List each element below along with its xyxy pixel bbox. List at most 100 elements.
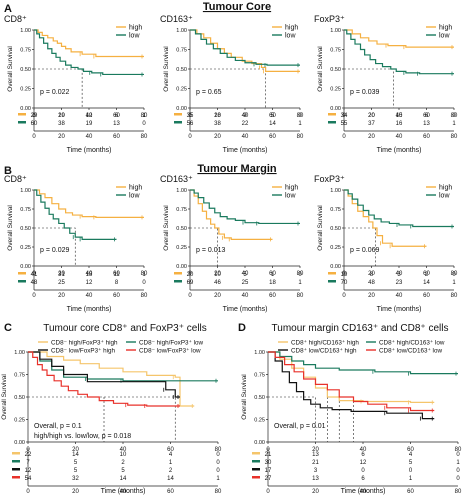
risk-count: 10 bbox=[214, 272, 221, 278]
x-tick-label: 20 bbox=[58, 271, 65, 277]
risk-count: 13 bbox=[312, 476, 319, 482]
risk-x-tick-label: 0 bbox=[266, 489, 270, 495]
risk-count: 0 bbox=[142, 121, 146, 127]
y-tick-label: 0.75 bbox=[14, 373, 25, 379]
risk-count: 14 bbox=[72, 452, 79, 458]
risk-count: 19 bbox=[86, 121, 93, 127]
risk-count: 37 bbox=[368, 121, 375, 127]
legend-label: CD8⁺ high/CD163⁺ high bbox=[291, 340, 359, 347]
risk-x-tick-label: 60 bbox=[269, 293, 276, 299]
y-tick-label: 0.25 bbox=[330, 87, 341, 93]
y-tick-label: 0.50 bbox=[14, 395, 25, 401]
legend-label: CD8⁺ low/CD163⁺ low bbox=[379, 348, 442, 355]
risk-x-tick-label: 20 bbox=[214, 134, 221, 140]
x-tick-label: 40 bbox=[242, 271, 249, 277]
risk-row-swatch bbox=[12, 452, 20, 455]
section-title-b: Tumour Margin bbox=[197, 163, 277, 175]
risk-x-tick-label: 60 bbox=[269, 134, 276, 140]
x-axis-label: Time (months) bbox=[377, 147, 422, 154]
risk-count: 0 bbox=[456, 452, 460, 458]
risk-count: 22 bbox=[242, 121, 249, 127]
x-tick-label: 20 bbox=[312, 447, 319, 453]
x-tick-label: 20 bbox=[214, 113, 221, 119]
risk-count: 21 bbox=[312, 460, 319, 466]
risk-row-swatch bbox=[252, 476, 260, 479]
risk-row-swatch bbox=[174, 272, 182, 275]
risk-x-tick-label: 80 bbox=[141, 293, 148, 299]
y-tick-label: 0.25 bbox=[14, 418, 25, 424]
km-curve-low bbox=[34, 189, 117, 240]
y-axis-label: Overall Survival bbox=[1, 374, 8, 420]
y-axis-label: Overall Survival bbox=[7, 46, 14, 92]
risk-count: 18 bbox=[86, 272, 93, 278]
section-title-a: Tumour Core bbox=[203, 1, 271, 13]
y-axis-label: Overall Survival bbox=[163, 205, 170, 251]
y-tick-label: 0.25 bbox=[176, 245, 187, 251]
y-tick-label: 0.00 bbox=[176, 106, 187, 112]
x-tick-label: 60 bbox=[269, 113, 276, 119]
risk-count: 14 bbox=[269, 121, 276, 127]
y-tick-label: 0.75 bbox=[20, 48, 31, 54]
risk-count: 16 bbox=[396, 121, 403, 127]
risk-x-tick-label: 60 bbox=[407, 489, 414, 495]
risk-x-tick-label: 0 bbox=[32, 293, 36, 299]
risk-count: 14 bbox=[423, 280, 430, 286]
risk-count: 13 bbox=[423, 121, 430, 127]
risk-count: 1 bbox=[298, 280, 302, 286]
y-tick-label: 0.25 bbox=[20, 87, 31, 93]
panel-title: CD163⁺ bbox=[160, 14, 193, 24]
y-tick-label: 0.50 bbox=[176, 67, 187, 73]
p-value: p = 0.069 bbox=[350, 247, 379, 254]
risk-row-swatch bbox=[328, 121, 336, 124]
km-curve-cd8-low-cd163-high bbox=[268, 351, 435, 420]
risk-count: 1 bbox=[142, 272, 146, 278]
risk-count: 5 bbox=[243, 272, 247, 278]
legend-label: CD8⁻ high/FoxP3⁺ low bbox=[139, 340, 203, 347]
risk-row-swatch bbox=[18, 121, 26, 124]
x-tick-label: 80 bbox=[451, 113, 458, 119]
p-value-secondary: high/high vs. low/low, p = 0.018 bbox=[34, 433, 131, 440]
risk-count: 0 bbox=[216, 460, 220, 466]
risk-count: 11 bbox=[113, 272, 120, 278]
risk-count: 23 bbox=[396, 280, 403, 286]
risk-count: 1 bbox=[452, 280, 456, 286]
risk-x-tick-label: 20 bbox=[58, 293, 65, 299]
risk-count: 8 bbox=[115, 280, 119, 286]
y-tick-label: 0.50 bbox=[330, 67, 341, 73]
risk-x-tick-label: 20 bbox=[368, 134, 375, 140]
x-axis-label: Time (months) bbox=[341, 488, 386, 495]
x-tick-label: 60 bbox=[113, 271, 120, 277]
y-tick-label: 1.00 bbox=[176, 28, 187, 34]
legend-label: low bbox=[129, 193, 140, 200]
risk-x-tick-label: 40 bbox=[242, 293, 249, 299]
risk-count: 12 bbox=[360, 460, 367, 466]
risk-row-swatch bbox=[252, 468, 260, 471]
risk-count: 0 bbox=[298, 113, 302, 119]
risk-count: 20 bbox=[368, 113, 375, 119]
risk-count: 8 bbox=[370, 272, 374, 278]
section-letter-c: C bbox=[4, 322, 12, 334]
y-axis-label: Overall Survival bbox=[7, 205, 14, 251]
panel-b2: 0.00 0.25 0.50 0.75 1.00 0 20 40 60 80 Overall Sur… bbox=[160, 174, 304, 313]
panel-title: FoxP3⁺ bbox=[314, 14, 345, 24]
risk-count: 2 bbox=[121, 460, 125, 466]
legend-label: high bbox=[285, 185, 298, 192]
risk-row-swatch bbox=[174, 280, 182, 283]
risk-count: 18 bbox=[269, 280, 276, 286]
x-tick-label: 80 bbox=[455, 447, 462, 453]
risk-count: 5 bbox=[409, 460, 413, 466]
y-tick-label: 0.00 bbox=[14, 440, 25, 446]
risk-count: 6 bbox=[115, 113, 119, 119]
risk-count: 12 bbox=[86, 113, 93, 119]
y-tick-label: 1.00 bbox=[176, 188, 187, 194]
x-axis-label: Time (months) bbox=[377, 306, 422, 313]
section-title-d: Tumour margin CD163⁺ and CD8⁺ cells bbox=[272, 323, 449, 334]
risk-count: 4 bbox=[409, 452, 413, 458]
risk-x-tick-label: 60 bbox=[113, 134, 120, 140]
y-tick-label: 0.00 bbox=[20, 264, 31, 270]
panel-title: CD8⁺ bbox=[4, 174, 27, 184]
risk-count: 1 bbox=[298, 121, 302, 127]
risk-count: 38 bbox=[214, 121, 221, 127]
risk-count: 25 bbox=[242, 280, 249, 286]
